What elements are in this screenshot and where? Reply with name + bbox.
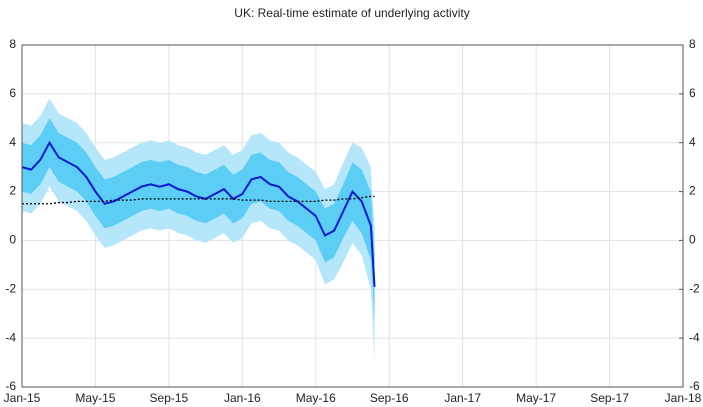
y2-tick-label: 8 xyxy=(689,37,696,51)
y2-tick-label: -6 xyxy=(689,379,700,393)
y2-tick-label: 2 xyxy=(689,184,696,198)
y-tick-label: 4 xyxy=(9,135,16,149)
confidence-band xyxy=(22,98,375,361)
y2-tick-label: 0 xyxy=(689,233,696,247)
x-tick-label: May-16 xyxy=(296,391,336,405)
x-tick-label: Jan-15 xyxy=(4,391,41,405)
y-tick-label: -2 xyxy=(5,281,16,295)
series-line xyxy=(21,140,376,287)
y-tick-label: -4 xyxy=(5,330,16,344)
x-tick-label: Jan-16 xyxy=(224,391,261,405)
y2-tick-label: 4 xyxy=(689,135,696,149)
x-tick-label: Sep-17 xyxy=(590,391,629,405)
y-tick-label: 0 xyxy=(9,233,16,247)
y2-tick-label: -4 xyxy=(689,330,700,344)
x-tick-label: May-15 xyxy=(75,391,115,405)
x-tick-label: Jan-18 xyxy=(665,391,702,405)
y-tick-label: 6 xyxy=(9,86,16,100)
y-tick-label: 8 xyxy=(9,37,16,51)
confidence-band xyxy=(22,118,375,322)
x-tick-label: Sep-16 xyxy=(370,391,409,405)
y2-tick-label: 6 xyxy=(689,86,696,100)
x-tick-label: Sep-15 xyxy=(150,391,189,405)
x-tick-label: May-17 xyxy=(516,391,556,405)
x-tick-label: Jan-17 xyxy=(444,391,481,405)
y2-tick-label: -2 xyxy=(689,281,700,295)
chart-title: UK: Real-time estimate of underlying act… xyxy=(234,6,469,20)
plot-frame xyxy=(21,44,684,388)
y-tick-label: -6 xyxy=(5,379,16,393)
y-tick-label: 2 xyxy=(9,184,16,198)
